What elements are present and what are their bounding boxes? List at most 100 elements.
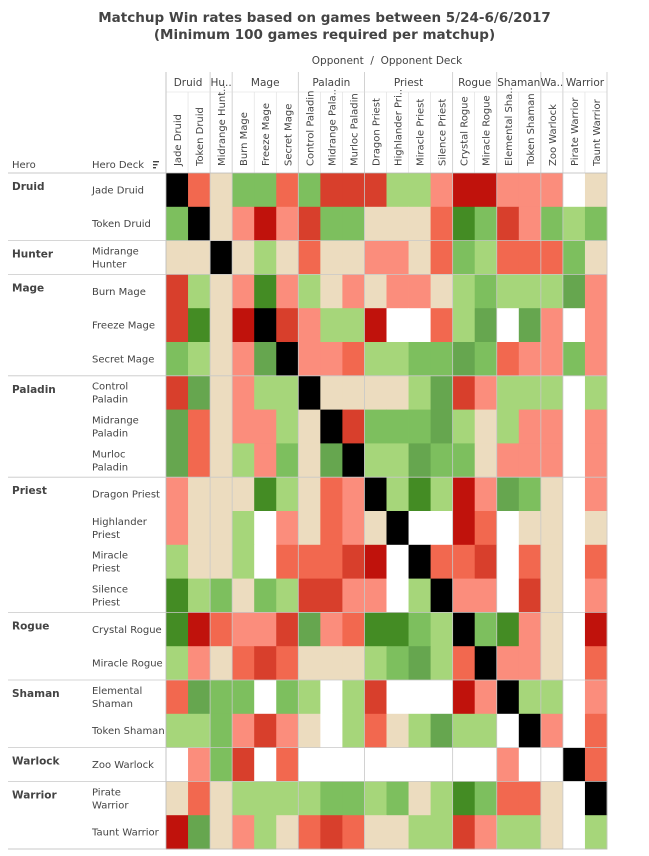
heatmap-cell[interactable] (584, 544, 608, 579)
heatmap-cell[interactable] (298, 409, 321, 444)
heatmap-cell[interactable] (408, 477, 431, 512)
heatmap-cell[interactable] (276, 680, 299, 715)
heatmap-cell[interactable] (584, 781, 608, 816)
heatmap-cell[interactable] (254, 544, 277, 579)
heatmap-cell[interactable] (166, 206, 189, 241)
heatmap-cell[interactable] (562, 781, 586, 816)
heatmap-cell[interactable] (386, 308, 409, 343)
heatmap-cell[interactable] (232, 646, 255, 681)
heatmap-cell[interactable] (562, 511, 586, 546)
heatmap-cell[interactable] (276, 409, 299, 444)
heatmap-cell[interactable] (496, 646, 520, 681)
heatmap-cell[interactable] (584, 342, 608, 377)
heatmap-cell[interactable] (166, 544, 189, 579)
heatmap-cell[interactable] (518, 815, 542, 850)
heatmap-cell[interactable] (562, 646, 586, 681)
heatmap-cell[interactable] (276, 342, 299, 377)
heatmap-cell[interactable] (210, 206, 233, 241)
heatmap-cell[interactable] (364, 409, 387, 444)
heatmap-cell[interactable] (430, 713, 454, 748)
heatmap-cell[interactable] (320, 713, 343, 748)
heatmap-cell[interactable] (474, 308, 498, 343)
heatmap-cell[interactable] (276, 646, 299, 681)
heatmap-cell[interactable] (210, 578, 233, 613)
heatmap-cell[interactable] (320, 240, 343, 275)
heatmap-cell[interactable] (386, 375, 409, 410)
heatmap-cell[interactable] (254, 477, 277, 512)
heatmap-cell[interactable] (232, 409, 255, 444)
heatmap-cell[interactable] (364, 342, 387, 377)
heatmap-cell[interactable] (188, 443, 211, 478)
heatmap-cell[interactable] (364, 781, 387, 816)
heatmap-cell[interactable] (320, 409, 343, 444)
heatmap-cell[interactable] (540, 815, 564, 850)
heatmap-cell[interactable] (474, 511, 498, 546)
heatmap-cell[interactable] (254, 646, 277, 681)
heatmap-cell[interactable] (254, 713, 277, 748)
heatmap-cell[interactable] (540, 206, 564, 241)
heatmap-cell[interactable] (430, 173, 454, 208)
heatmap-cell[interactable] (232, 680, 255, 715)
heatmap-cell[interactable] (166, 646, 189, 681)
heatmap-cell[interactable] (430, 477, 454, 512)
heatmap-cell[interactable] (232, 443, 255, 478)
heatmap-cell[interactable] (408, 375, 431, 410)
heatmap-cell[interactable] (210, 815, 233, 850)
heatmap-cell[interactable] (518, 511, 542, 546)
heatmap-cell[interactable] (342, 612, 365, 647)
heatmap-cell[interactable] (408, 342, 431, 377)
heatmap-cell[interactable] (320, 173, 343, 208)
heatmap-cell[interactable] (496, 375, 520, 410)
heatmap-cell[interactable] (320, 274, 343, 309)
heatmap-cell[interactable] (386, 815, 409, 850)
heatmap-cell[interactable] (166, 680, 189, 715)
heatmap-cell[interactable] (452, 375, 476, 410)
heatmap-cell[interactable] (364, 612, 387, 647)
heatmap-cell[interactable] (232, 240, 255, 275)
heatmap-cell[interactable] (518, 477, 542, 512)
heatmap-cell[interactable] (254, 511, 277, 546)
heatmap-cell[interactable] (496, 240, 520, 275)
heatmap-cell[interactable] (188, 747, 211, 782)
heatmap-cell[interactable] (408, 781, 431, 816)
heatmap-cell[interactable] (562, 443, 586, 478)
heatmap-cell[interactable] (584, 713, 608, 748)
heatmap-cell[interactable] (342, 206, 365, 241)
heatmap-cell[interactable] (188, 578, 211, 613)
heatmap-cell[interactable] (364, 680, 387, 715)
heatmap-cell[interactable] (188, 781, 211, 816)
heatmap-cell[interactable] (364, 375, 387, 410)
heatmap-cell[interactable] (342, 578, 365, 613)
heatmap-cell[interactable] (364, 206, 387, 241)
heatmap-cell[interactable] (166, 443, 189, 478)
heatmap-cell[interactable] (166, 240, 189, 275)
heatmap-cell[interactable] (254, 578, 277, 613)
heatmap-cell[interactable] (408, 511, 431, 546)
heatmap-cell[interactable] (430, 680, 454, 715)
heatmap-cell[interactable] (386, 578, 409, 613)
heatmap-cell[interactable] (254, 612, 277, 647)
heatmap-cell[interactable] (584, 815, 608, 850)
heatmap-cell[interactable] (474, 612, 498, 647)
heatmap-cell[interactable] (518, 544, 542, 579)
heatmap-cell[interactable] (408, 206, 431, 241)
heatmap-cell[interactable] (342, 477, 365, 512)
heatmap-cell[interactable] (408, 308, 431, 343)
heatmap-cell[interactable] (518, 375, 542, 410)
heatmap-cell[interactable] (386, 747, 409, 782)
heatmap-cell[interactable] (298, 206, 321, 241)
heatmap-cell[interactable] (408, 443, 431, 478)
heatmap-cell[interactable] (408, 713, 431, 748)
heatmap-cell[interactable] (540, 173, 564, 208)
heatmap-cell[interactable] (342, 375, 365, 410)
heatmap-cell[interactable] (430, 747, 454, 782)
heatmap-cell[interactable] (540, 578, 564, 613)
heatmap-cell[interactable] (298, 646, 321, 681)
heatmap-cell[interactable] (474, 173, 498, 208)
heatmap-cell[interactable] (430, 206, 454, 241)
heatmap-cell[interactable] (584, 612, 608, 647)
heatmap-cell[interactable] (474, 578, 498, 613)
heatmap-cell[interactable] (540, 612, 564, 647)
heatmap-cell[interactable] (540, 646, 564, 681)
heatmap-cell[interactable] (474, 342, 498, 377)
